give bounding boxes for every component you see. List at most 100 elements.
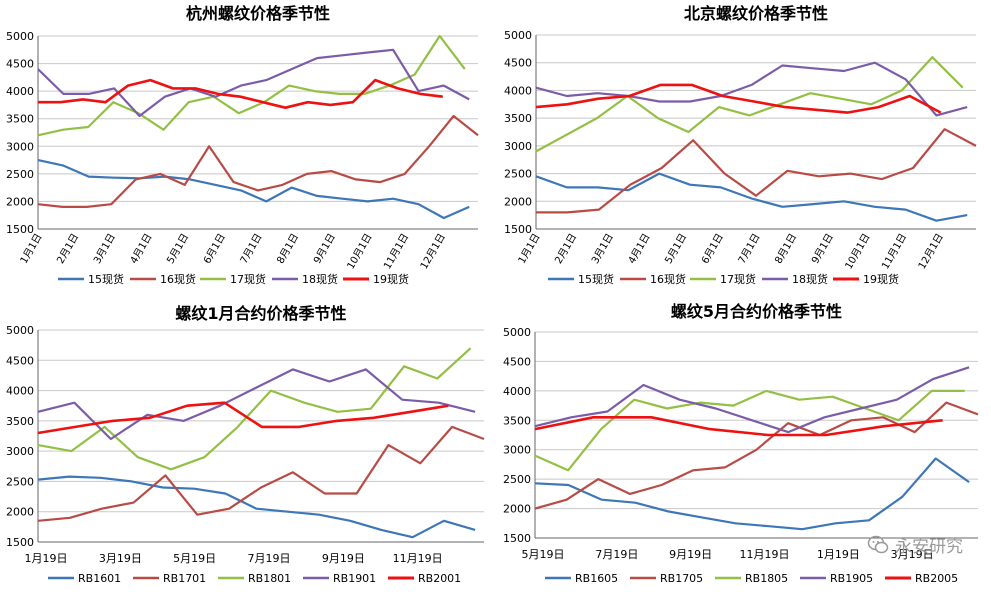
y-tick-label: 2500 — [6, 168, 34, 181]
y-tick-label: 2000 — [6, 195, 34, 208]
series-line-RB1705 — [534, 401, 979, 510]
x-tick-label: 6月1日 — [699, 232, 726, 266]
series-line-16现货 — [37, 114, 479, 208]
legend-label: 19现货 — [373, 272, 409, 286]
x-tick-label: 8月1日 — [275, 232, 302, 266]
y-tick-label: 3000 — [504, 140, 532, 153]
chart-4: 螺纹5月合约价格季节性 1500 2000 2500 3000 3500 4000 4500 5… — [503, 302, 979, 585]
series-line-RB2005 — [534, 416, 943, 437]
y-tick-label: 4000 — [6, 385, 34, 398]
x-tick-label: 12月1日 — [916, 232, 946, 272]
y-tick-label: 3000 — [503, 444, 531, 457]
x-tick-label: 6月1日 — [201, 231, 228, 265]
y-tick-label: 2500 — [504, 168, 532, 181]
legend-label: 16现货 — [160, 272, 196, 286]
series-line-RB1605 — [534, 457, 970, 531]
x-tick-label: 7月1日 — [238, 232, 265, 266]
x-tick-label: 3月19日 — [99, 552, 142, 565]
x-tick-label: 7月1日 — [736, 232, 763, 266]
legend-label: RB1605 — [575, 572, 618, 585]
x-tick-label: 12月1日 — [418, 232, 448, 272]
chart-title: 螺纹1月合约价格季节性 — [175, 304, 346, 323]
y-tick-label: 1500 — [6, 536, 34, 549]
series-line-RB1805 — [534, 389, 965, 472]
y-tick-label: 3500 — [6, 415, 34, 428]
series-line-19现货 — [535, 83, 942, 114]
chart-3: 螺纹1月合约价格季节性 1500 2000 2500 3000 3500 4000 4500 5… — [6, 304, 485, 585]
x-tick-label: 7月19日 — [595, 548, 638, 561]
legend-label: 16现货 — [650, 272, 686, 286]
legend-label: RB1905 — [830, 572, 873, 585]
series-line-17现货 — [37, 34, 466, 137]
legend-label: RB1705 — [660, 572, 703, 585]
legend-label: 18现货 — [792, 272, 828, 286]
y-tick-label: 1500 — [504, 223, 532, 236]
x-tick-label: 5月1日 — [165, 232, 192, 266]
x-tick-label: 11月1日 — [381, 232, 411, 272]
wechat-icon — [867, 535, 889, 553]
series-line-15现货 — [37, 159, 470, 220]
y-tick-label: 3500 — [504, 112, 532, 125]
chart-title: 杭州螺纹价格季节性 — [186, 4, 330, 23]
series-line-15现货 — [535, 172, 968, 222]
y-tick-label: 5000 — [504, 29, 532, 42]
chart-title: 北京螺纹价格季节性 — [684, 4, 828, 23]
legend-label: RB1701 — [163, 572, 206, 585]
x-tick-label: 5月19日 — [522, 548, 565, 561]
x-tick-label: 11月1日 — [879, 232, 909, 272]
y-tick-label: 4500 — [504, 57, 532, 70]
x-tick-label: 10月1日 — [843, 232, 873, 272]
x-tick-label: 5月19日 — [173, 552, 216, 565]
x-tick-label: 1月19日 — [25, 552, 68, 565]
x-tick-label: 9月1日 — [311, 232, 338, 266]
x-tick-label: 1月1日 — [18, 232, 45, 266]
series-line-16现货 — [536, 128, 977, 214]
y-tick-label: 4000 — [6, 85, 34, 98]
y-tick-label: 4500 — [503, 355, 531, 368]
series-line-RB1701 — [37, 425, 485, 522]
y-tick-label: 2000 — [6, 506, 34, 519]
legend-label: RB1601 — [78, 572, 121, 585]
x-tick-label: 9月19日 — [669, 548, 712, 561]
y-tick-label: 5000 — [6, 324, 34, 337]
x-tick-label: 11月19日 — [393, 552, 443, 565]
y-tick-label: 3500 — [6, 113, 34, 126]
x-tick-label: 1月1日 — [516, 232, 543, 266]
x-tick-label: 5月1日 — [663, 232, 690, 266]
legend-label: 18现货 — [302, 272, 338, 286]
y-tick-label: 4000 — [504, 84, 532, 97]
x-tick-label: 4月1日 — [128, 232, 155, 266]
x-tick-label: 9月19日 — [322, 552, 365, 565]
series-line-RB1601 — [37, 475, 476, 539]
y-tick-label: 2000 — [504, 195, 532, 208]
series-line-18现货 — [37, 48, 470, 118]
legend-label: 15现货 — [578, 272, 614, 286]
y-tick-label: 5000 — [503, 326, 531, 339]
legend-label: RB1805 — [745, 572, 788, 585]
y-tick-label: 2000 — [503, 503, 531, 516]
legend-label: 15现货 — [88, 272, 124, 286]
legend-label: RB1801 — [248, 572, 291, 585]
legend-label: RB2005 — [915, 572, 958, 585]
series-line-18现货 — [535, 61, 968, 117]
x-tick-label: 3月1日 — [589, 232, 616, 266]
y-tick-label: 5000 — [6, 30, 34, 43]
series-line-19现货 — [38, 78, 443, 109]
legend-label: 17现货 — [230, 272, 266, 286]
x-tick-label: 10月1日 — [345, 232, 375, 272]
x-tick-label: 7月19日 — [248, 552, 291, 565]
y-tick-label: 2500 — [6, 475, 34, 488]
x-tick-label: 9月1日 — [809, 232, 836, 266]
y-tick-label: 3500 — [503, 414, 531, 427]
y-tick-label: 3000 — [6, 445, 34, 458]
y-tick-label: 4000 — [503, 385, 531, 398]
x-tick-label: 4月1日 — [626, 232, 653, 266]
chart-title: 螺纹5月合约价格季节性 — [671, 302, 842, 321]
x-tick-label: 2月1日 — [55, 232, 82, 266]
y-tick-label: 4500 — [6, 58, 34, 71]
legend-label: RB1901 — [333, 572, 376, 585]
legend-label: RB2001 — [418, 572, 461, 585]
y-tick-label: 1500 — [503, 532, 531, 545]
